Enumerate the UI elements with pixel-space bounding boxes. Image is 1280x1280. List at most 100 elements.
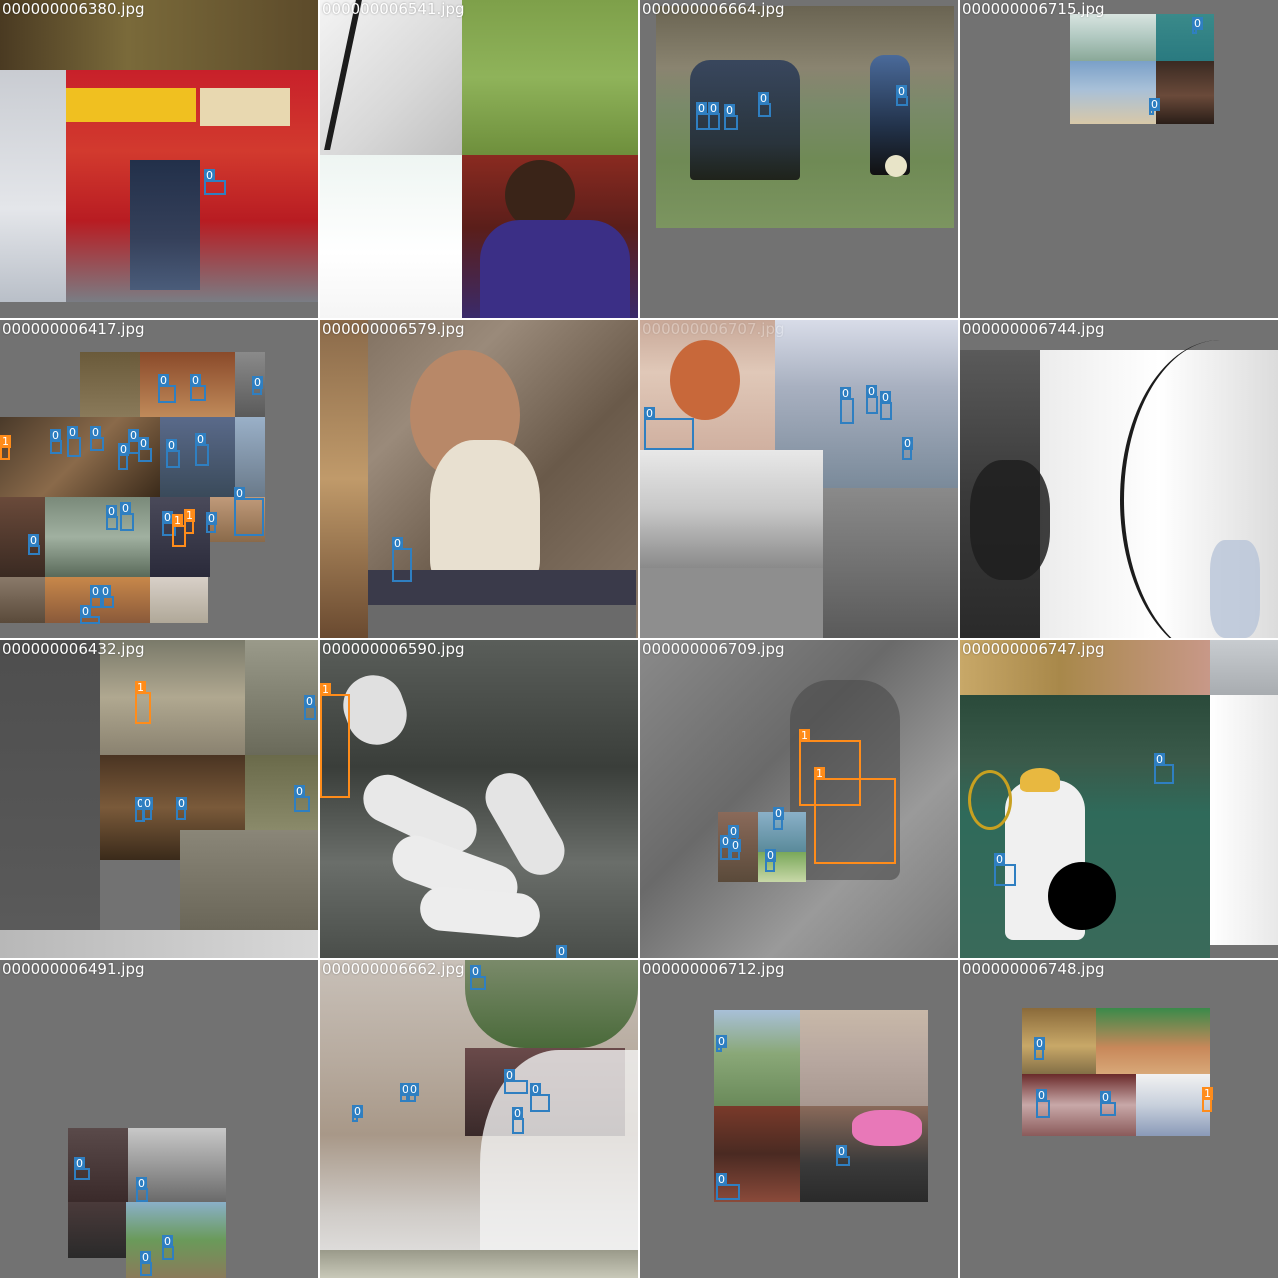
image-tile[interactable]: 0 0 000000006715.jpg <box>960 0 1278 318</box>
bounding-box[interactable]: 0 <box>135 797 146 822</box>
class-label: 0 <box>556 945 567 958</box>
bounding-box[interactable]: 0 <box>50 429 62 454</box>
bounding-box[interactable]: 0 <box>392 537 412 582</box>
bounding-box[interactable]: 0 <box>836 1145 850 1166</box>
bounding-box[interactable]: 0 <box>1192 17 1203 34</box>
bounding-box[interactable]: 1 <box>1202 1087 1213 1112</box>
bounding-box[interactable]: 0 <box>252 376 263 395</box>
bounding-box[interactable]: 0 <box>304 695 316 720</box>
image-tile[interactable]: 000000006541.jpg <box>320 0 638 318</box>
image-tile[interactable]: 0 0 0 0 0 0 0 000000006662.jpg <box>320 960 638 1278</box>
bounding-box[interactable]: 0 <box>512 1107 524 1134</box>
bounding-box[interactable]: 0 <box>352 1105 363 1122</box>
bounding-box[interactable]: 1 <box>799 729 861 806</box>
bounding-box[interactable]: 0 <box>902 437 913 460</box>
bounding-box[interactable]: 0 <box>730 839 741 860</box>
bounding-box[interactable]: 0 <box>166 439 180 468</box>
image-tile[interactable]: 1 0 000000006590.jpg <box>320 640 638 958</box>
bounding-box[interactable]: 0 <box>880 391 892 420</box>
bounding-box[interactable]: 0 <box>720 835 731 860</box>
class-label: 0 <box>67 426 78 439</box>
photo-patch <box>368 605 636 638</box>
bounding-box[interactable]: 0 <box>1036 1089 1050 1118</box>
bounding-box[interactable]: 0 <box>758 92 771 117</box>
bounding-box[interactable]: 0 <box>896 85 908 106</box>
bounding-box[interactable]: 0 <box>158 374 176 403</box>
image-tile[interactable]: 0 0 0 0 0 000000006707.jpg <box>640 320 958 638</box>
image-tile[interactable]: 0 000000006380.jpg <box>0 0 318 318</box>
image-tile[interactable]: 0 0 0 0 000000006491.jpg <box>0 960 318 1278</box>
bounding-box[interactable]: 0 <box>840 387 854 424</box>
bounding-box[interactable]: 0 <box>67 426 81 457</box>
image-tile[interactable]: 1 0 0 0 0 0 000000006432.jpg <box>0 640 318 958</box>
bounding-box[interactable]: 0 <box>556 945 567 958</box>
bounding-box[interactable]: 0 <box>765 849 776 872</box>
bounding-box[interactable]: 1 <box>0 435 11 460</box>
bounding-box[interactable]: 1 <box>184 509 195 534</box>
photo-patch <box>0 577 45 623</box>
bounding-box[interactable]: 0 <box>206 512 217 533</box>
bounding-box[interactable]: 1 <box>814 767 896 864</box>
photo-patch <box>0 0 318 70</box>
bounding-box[interactable]: 0 <box>408 1083 419 1102</box>
bounding-box[interactable]: 0 <box>1034 1037 1045 1060</box>
image-tile[interactable]: 0 0 000000006747.jpg <box>960 640 1278 958</box>
photo-patch <box>1070 14 1156 61</box>
bounding-box[interactable]: 0 <box>1154 753 1174 784</box>
photo-patch <box>714 1106 800 1202</box>
bounding-box[interactable]: 0 <box>190 374 206 401</box>
image-tile[interactable]: 0 0 0 1 0 0 0 0 0 0 0 0 0 0 0 0 1 1 0 0 … <box>0 320 318 638</box>
bounding-box[interactable]: 0 <box>136 1177 148 1202</box>
bounding-box[interactable]: 0 <box>140 1251 152 1276</box>
bounding-box[interactable]: 0 <box>716 1035 727 1052</box>
bounding-box[interactable]: 0 <box>138 437 152 462</box>
class-label: 0 <box>530 1083 541 1096</box>
bounding-box[interactable]: 0 <box>994 853 1016 886</box>
tile-title: 000000006662.jpg <box>322 960 465 978</box>
class-label: 0 <box>294 785 305 798</box>
bounding-box[interactable]: 0 <box>90 426 104 451</box>
image-tile[interactable]: 0 0 0 0 0 000000006664.jpg <box>640 0 958 318</box>
bounding-box[interactable]: 0 <box>106 505 118 530</box>
bounding-box[interactable]: 0 <box>1100 1091 1116 1116</box>
bounding-box[interactable]: 0 <box>1149 98 1160 115</box>
bounding-box[interactable]: 0 <box>716 1173 740 1200</box>
photo-patch <box>140 352 235 417</box>
bounding-box[interactable]: 1 <box>135 681 151 724</box>
bounding-box[interactable]: 0 <box>470 965 486 990</box>
image-tile[interactable]: 0 0 0 1 000000006748.jpg <box>960 960 1278 1278</box>
bounding-box[interactable]: 0 <box>118 443 129 470</box>
bounding-box[interactable]: 0 <box>234 487 264 536</box>
image-tile[interactable]: 0 0 0 000000006712.jpg <box>640 960 958 1278</box>
bounding-box[interactable]: 0 <box>708 102 720 130</box>
bounding-box[interactable]: 0 <box>530 1083 550 1112</box>
bounding-box[interactable]: 0 <box>162 511 176 536</box>
class-label: 1 <box>814 767 825 780</box>
bounding-box[interactable]: 0 <box>644 407 694 450</box>
class-label: 1 <box>172 514 183 527</box>
bounding-box[interactable]: 0 <box>80 605 100 624</box>
image-tile[interactable]: 000000006744.jpg <box>960 320 1278 638</box>
bounding-box[interactable]: 1 <box>172 514 186 547</box>
bounding-box[interactable]: 0 <box>142 797 153 820</box>
bounding-box[interactable]: 0 <box>204 169 226 195</box>
bounding-box[interactable]: 0 <box>773 807 784 830</box>
bounding-box[interactable]: 0 <box>162 1235 174 1260</box>
bounding-box[interactable]: 0 <box>176 797 187 820</box>
bounding-box[interactable]: 0 <box>120 502 134 531</box>
bounding-box[interactable]: 0 <box>195 433 209 466</box>
bounding-box[interactable]: 0 <box>866 385 878 414</box>
class-label: 1 <box>0 435 11 448</box>
image-tile[interactable]: 1 1 0 0 0 0 0 000000006709.jpg <box>640 640 958 958</box>
bounding-box[interactable]: 0 <box>400 1083 411 1102</box>
class-label: 0 <box>866 385 877 398</box>
bounding-box[interactable]: 0 <box>100 585 114 608</box>
bounding-box[interactable]: 0 <box>90 585 104 608</box>
bounding-box[interactable]: 0 <box>724 104 738 130</box>
bounding-box[interactable]: 1 <box>320 683 350 798</box>
bounding-box[interactable]: 0 <box>504 1069 528 1094</box>
bounding-box[interactable]: 0 <box>28 534 40 555</box>
image-tile[interactable]: 0 000000006579.jpg <box>320 320 638 638</box>
bounding-box[interactable]: 0 <box>294 785 310 812</box>
bounding-box[interactable]: 0 <box>74 1157 90 1180</box>
